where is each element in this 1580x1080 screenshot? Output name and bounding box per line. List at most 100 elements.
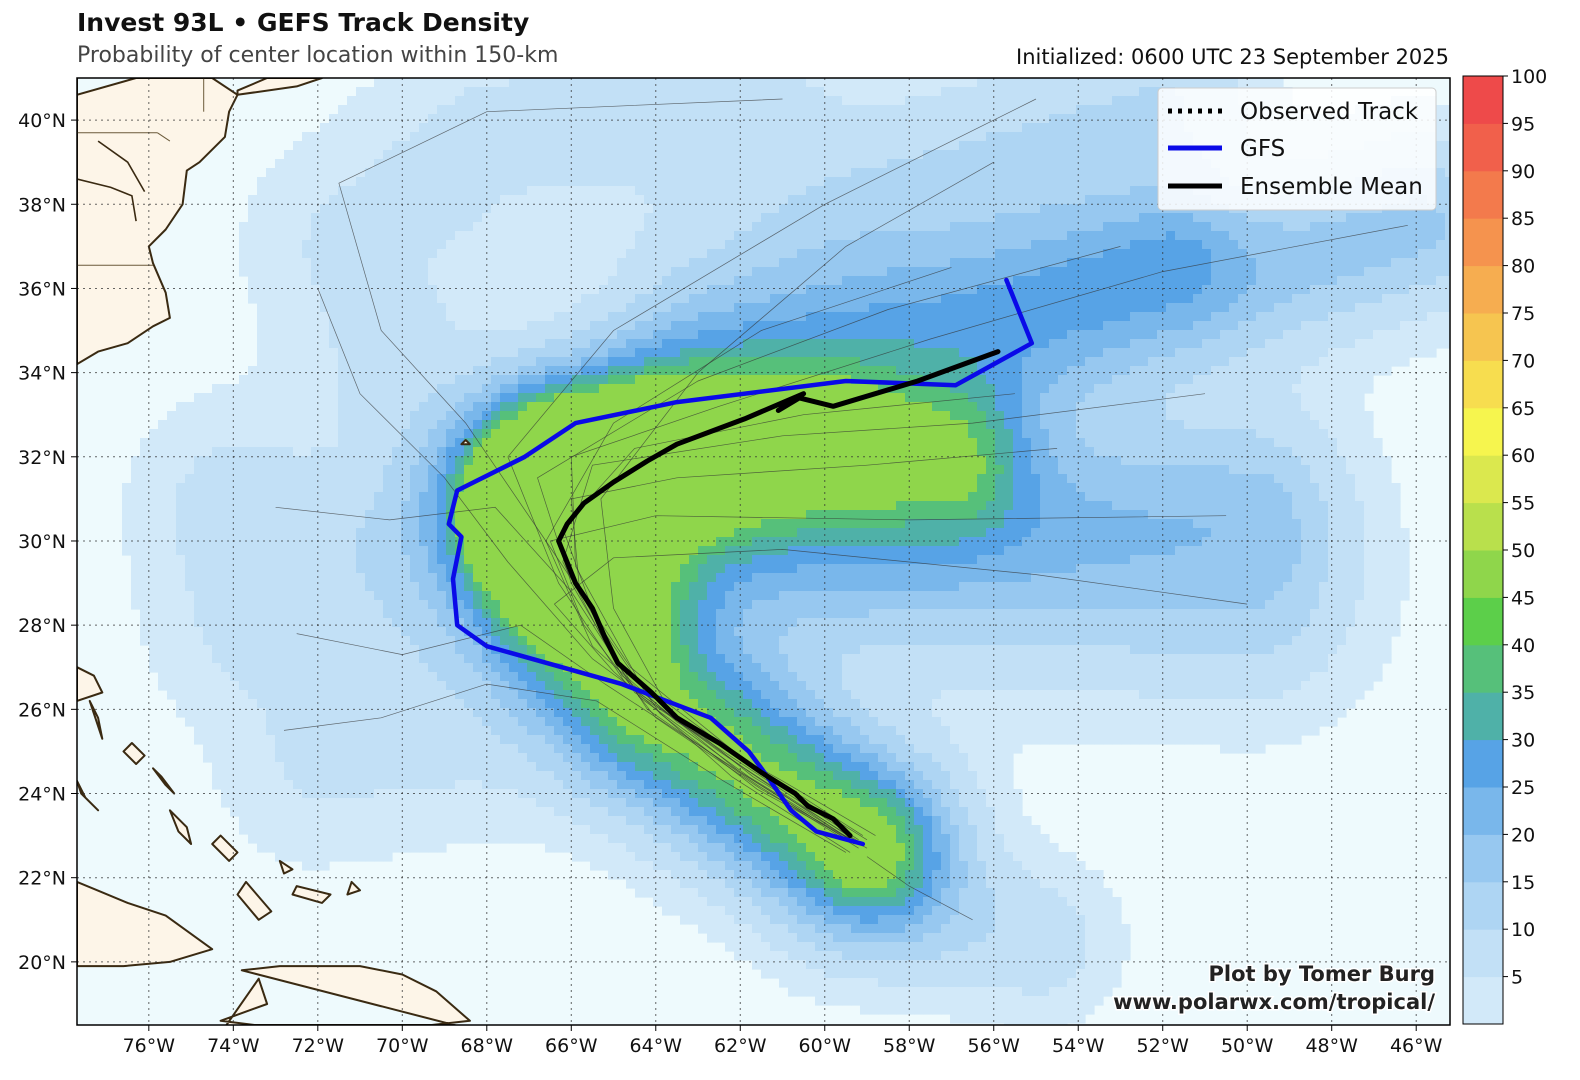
density-cell (527, 393, 537, 403)
density-cell (455, 249, 465, 259)
density-cell (878, 195, 888, 205)
density-cell (509, 105, 519, 115)
density-cell (1013, 294, 1023, 304)
density-cell (302, 204, 312, 214)
density-cell (302, 357, 312, 367)
density-cell (239, 384, 249, 394)
density-cell (1085, 240, 1095, 250)
density-cell (662, 375, 672, 385)
density-cell (932, 159, 942, 169)
density-cell (1121, 186, 1131, 196)
density-cell (1040, 132, 1050, 142)
density-cell (635, 132, 645, 142)
density-cell (284, 231, 294, 241)
density-cell (437, 186, 447, 196)
density-cell (995, 384, 1005, 394)
density-cell (545, 213, 555, 223)
density-cell (275, 402, 285, 412)
density-cell (1382, 267, 1392, 277)
density-cell (1229, 222, 1239, 232)
density-cell (1040, 366, 1050, 376)
density-cell (1427, 303, 1437, 313)
density-cell (1247, 276, 1257, 286)
density-cell (842, 402, 852, 412)
density-cell (581, 294, 591, 304)
density-cell (1175, 384, 1185, 394)
density-cell (284, 294, 294, 304)
density-cell (950, 339, 960, 349)
density-cell (1094, 240, 1104, 250)
density-cell (527, 402, 537, 412)
density-cell (995, 312, 1005, 322)
density-cell (635, 420, 645, 430)
density-cell (437, 420, 447, 430)
density-cell (266, 267, 276, 277)
density-cell (1211, 393, 1221, 403)
density-cell (815, 393, 825, 403)
density-cell (1166, 231, 1176, 241)
density-cell (320, 231, 330, 241)
density-cell (1220, 402, 1230, 412)
density-cell (1148, 132, 1158, 142)
density-cell (1184, 222, 1194, 232)
density-cell (212, 411, 222, 421)
density-cell (950, 78, 960, 88)
density-cell (1373, 267, 1383, 277)
density-cell (1175, 267, 1185, 277)
density-cell (1157, 258, 1167, 268)
density-cell (986, 231, 996, 241)
density-cell (653, 393, 663, 403)
density-cell (689, 339, 699, 349)
density-cell (293, 222, 303, 232)
density-cell (1184, 339, 1194, 349)
density-cell (941, 267, 951, 277)
density-cell (491, 420, 501, 430)
density-cell (572, 249, 582, 259)
density-cell (491, 186, 501, 196)
density-cell (932, 330, 942, 340)
density-cell (1121, 78, 1131, 88)
density-cell (869, 213, 879, 223)
density-cell (1247, 384, 1257, 394)
density-cell (347, 330, 357, 340)
density-cell (1175, 339, 1185, 349)
density-cell (905, 78, 915, 88)
density-cell (1364, 294, 1374, 304)
density-cell (536, 159, 546, 169)
density-cell (878, 321, 888, 331)
density-cell (1049, 402, 1059, 412)
density-cell (356, 411, 366, 421)
density-cell (302, 339, 312, 349)
density-cell (1229, 285, 1239, 295)
density-cell (1040, 222, 1050, 232)
density-cell (554, 420, 564, 430)
density-cell (1274, 267, 1284, 277)
density-cell (266, 204, 276, 214)
density-cell (392, 105, 402, 115)
density-cell (392, 87, 402, 97)
density-cell (968, 123, 978, 133)
density-cell (986, 384, 996, 394)
density-cell (896, 402, 906, 412)
density-cell (788, 150, 798, 160)
density-cell (914, 402, 924, 412)
density-cell (752, 393, 762, 403)
density-cell (419, 402, 429, 412)
density-cell (860, 348, 870, 358)
density-cell (563, 177, 573, 187)
density-cell (1076, 303, 1086, 313)
density-cell (1283, 366, 1293, 376)
density-cell (329, 366, 339, 376)
density-cell (734, 357, 744, 367)
density-cell (1436, 240, 1446, 250)
density-cell (788, 339, 798, 349)
density-cell (1148, 231, 1158, 241)
density-cell (1337, 330, 1347, 340)
density-cell (950, 321, 960, 331)
density-cell (635, 96, 645, 106)
density-cell (1265, 267, 1275, 277)
density-cell (1400, 267, 1410, 277)
density-cell (1103, 105, 1113, 115)
density-cell (1130, 204, 1140, 214)
density-cell (878, 384, 888, 394)
